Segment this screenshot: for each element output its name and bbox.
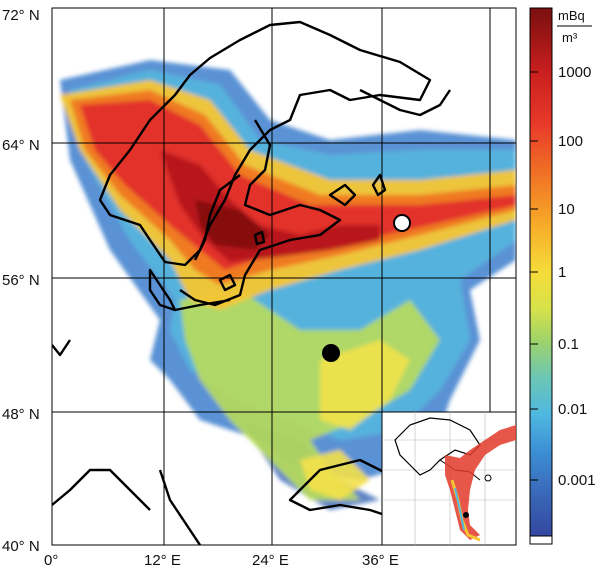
colorbar-tick-1000: 1000 [558,64,591,81]
open-circle-marker [393,214,411,232]
lat-label-56: 56° N [2,272,40,289]
colorbar-tick-1: 1 [558,264,566,281]
lon-label-36e: 36° E [362,552,399,569]
colorbar-tick-0.1: 0.1 [558,336,579,353]
lat-label-72: 72° N [2,7,40,24]
filled-circle-marker [322,344,340,362]
colorbar-unit-denominator: m³ [562,30,578,45]
colorbar-tick-0.001: 0.001 [558,472,596,489]
lon-label-24e: 24° E [252,552,289,569]
lat-label-64: 64° N [2,137,40,154]
inset-map [381,411,517,546]
lon-label-12e: 12° E [144,552,181,569]
concentration-plume [60,60,516,510]
lat-label-48: 48° N [2,406,40,423]
colorbar: mBq m³ 1000 100 10 1 0.1 0.01 0.001 [529,7,596,545]
colorbar-tick-10: 10 [558,201,575,218]
lat-label-40: 40° N [2,538,40,555]
colorbar-tick-100: 100 [558,133,583,150]
colorbar-tick-0.01: 0.01 [558,401,587,418]
lon-label-0: 0° [44,552,58,569]
colorbar-unit-numerator: mBq [558,8,585,23]
